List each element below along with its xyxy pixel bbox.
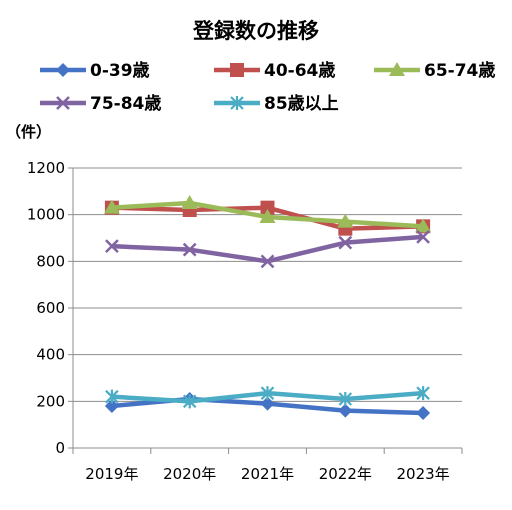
legend-item: 40-64歳 bbox=[214, 60, 335, 81]
x-tick-label: 2020年 bbox=[163, 465, 216, 483]
data-point bbox=[181, 195, 198, 209]
legend-label: 85歳以上 bbox=[264, 93, 339, 114]
y-tick-label: 400 bbox=[36, 346, 65, 364]
x-tick-label: 2023年 bbox=[397, 465, 450, 483]
legend-label: 65-74歳 bbox=[424, 60, 495, 81]
y-tick-label: 600 bbox=[36, 299, 65, 317]
chart-title: 登録数の推移 bbox=[192, 19, 319, 43]
data-point bbox=[259, 209, 276, 223]
data-point bbox=[182, 242, 197, 257]
legend-marker bbox=[389, 62, 405, 76]
legend-marker bbox=[230, 96, 244, 110]
data-point bbox=[338, 392, 353, 406]
legend-label: 40-64歳 bbox=[264, 60, 335, 81]
legend-item: 85歳以上 bbox=[214, 93, 339, 114]
legend: 0-39歳 40-64歳 65-74歳 75-84歳 85歳以上 bbox=[40, 60, 495, 114]
data-point bbox=[416, 406, 431, 420]
data-point bbox=[105, 239, 119, 254]
x-tick-label: 2019年 bbox=[85, 465, 138, 483]
data-point bbox=[416, 386, 430, 401]
series-3 bbox=[103, 195, 432, 233]
data-point bbox=[103, 199, 120, 214]
data-point bbox=[260, 396, 275, 411]
data-point bbox=[416, 229, 430, 244]
legend-marker bbox=[56, 63, 70, 77]
data-point bbox=[105, 389, 119, 404]
y-tick-labels: 0 200 400 600 800 1000 1200 bbox=[27, 159, 65, 457]
series-4 bbox=[105, 229, 430, 269]
y-tick-label: 1000 bbox=[27, 206, 65, 224]
y-axis-unit-label: （件） bbox=[6, 123, 51, 141]
axes bbox=[72, 168, 463, 454]
x-tick-label: 2021年 bbox=[241, 465, 294, 483]
legend-marker bbox=[230, 63, 244, 77]
legend-item: 75-84歳 bbox=[40, 93, 161, 114]
legend-marker bbox=[56, 96, 70, 110]
data-point bbox=[338, 403, 353, 418]
x-tick-label: 2022年 bbox=[319, 465, 372, 483]
data-point bbox=[182, 394, 197, 409]
data-point bbox=[260, 254, 275, 269]
data-point bbox=[338, 235, 353, 250]
y-tick-label: 800 bbox=[36, 252, 65, 270]
data-point bbox=[260, 386, 275, 401]
legend-label: 0-39歳 bbox=[90, 60, 150, 81]
data-point bbox=[260, 200, 275, 215]
legend-label: 75-84歳 bbox=[90, 93, 161, 114]
data-point bbox=[104, 399, 119, 413]
series-5 bbox=[105, 386, 430, 409]
data-point bbox=[337, 213, 354, 228]
x-tick-labels: 2019年 2020年 2021年 2022年 2023年 bbox=[85, 465, 449, 483]
y-tick-label: 0 bbox=[55, 439, 65, 457]
legend-item: 0-39歳 bbox=[40, 60, 150, 81]
series-line bbox=[111, 234, 424, 264]
legend-item: 65-74歳 bbox=[374, 60, 495, 81]
y-tick-label: 200 bbox=[36, 392, 65, 410]
y-tick-label: 1200 bbox=[27, 159, 65, 177]
plot-series bbox=[103, 195, 432, 420]
data-point bbox=[415, 218, 432, 233]
